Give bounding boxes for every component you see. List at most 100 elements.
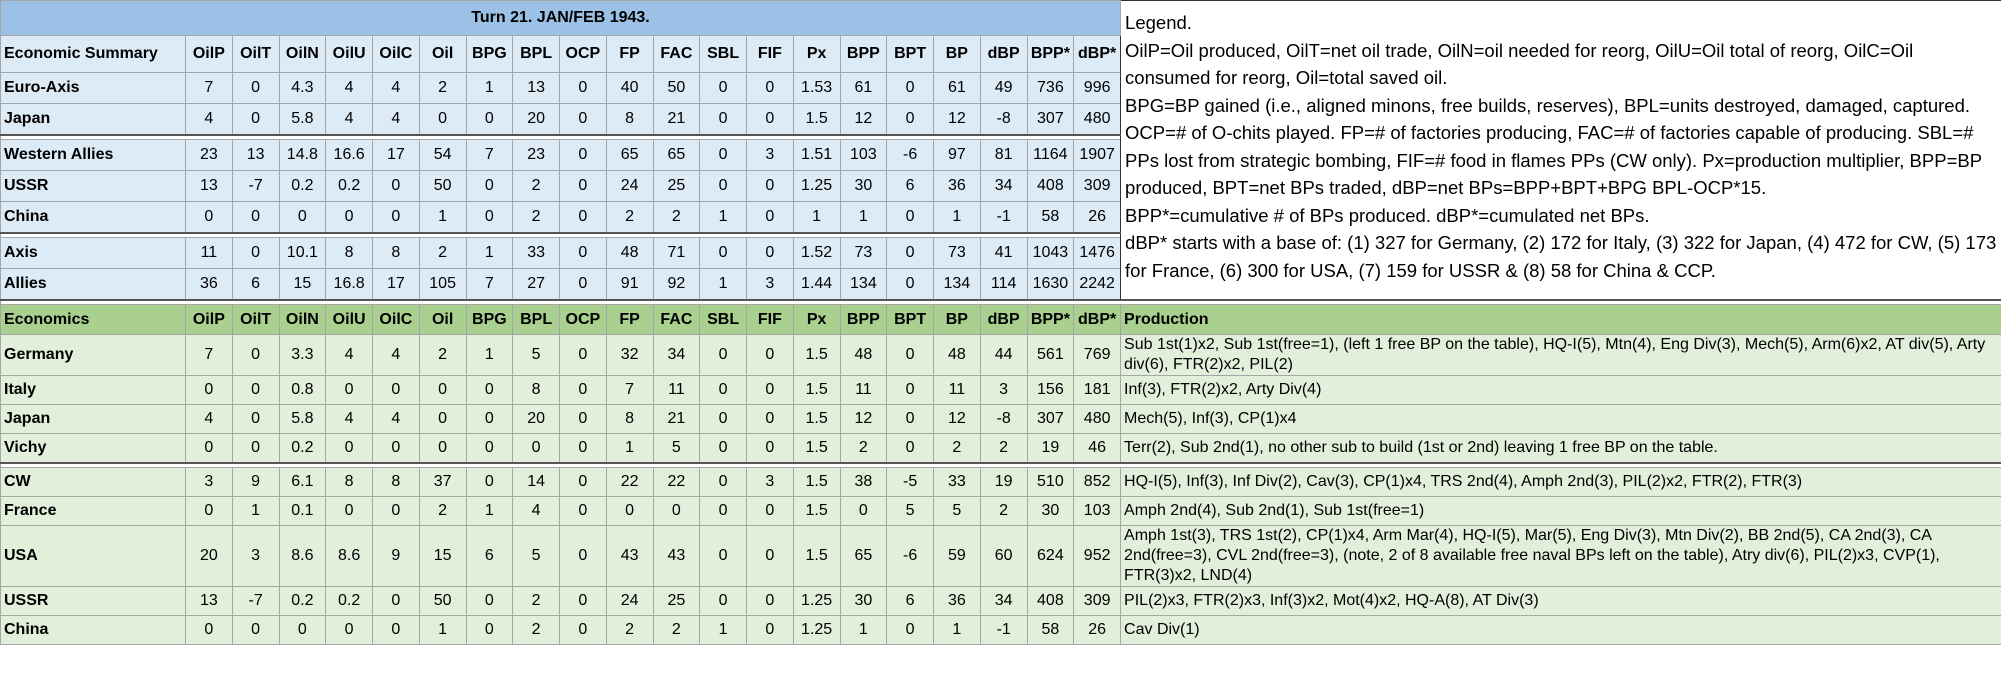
column-header: FAC (652, 304, 701, 335)
cell: 0 (699, 496, 747, 526)
production: Inf(3), FTR(2)x2, Arty Div(4) (1120, 375, 2001, 405)
cell: 58 (1026, 615, 1075, 645)
cell: 54 (418, 139, 467, 171)
row-label: Allies (0, 268, 186, 301)
summary-row: Euro-Axis 7 0 4.3 4 4 2 1 13 0 40 50 0 0 1.53 61 0 61 49 73… (0, 72, 2001, 104)
cell: -1 (979, 201, 1028, 234)
cell: 0 (559, 433, 607, 464)
cell: 0.2 (278, 170, 327, 202)
cell: 13 (512, 72, 560, 104)
cell: 0 (372, 170, 420, 202)
cell: 8 (512, 375, 560, 405)
cell: 14.8 (278, 139, 327, 171)
cell: 1 (839, 201, 888, 234)
cell: 20 (185, 525, 233, 587)
column-header: FP (605, 35, 654, 73)
cell: 1 (465, 334, 514, 376)
cell: 1164 (1026, 139, 1075, 171)
production: Amph 1st(3), TRS 1st(2), CP(1)x4, Arm Ma… (1120, 525, 2001, 587)
row-label: Western Allies (0, 139, 186, 171)
cell: 1.52 (792, 237, 841, 269)
cell: 1907 (1073, 139, 1122, 171)
cell: 114 (979, 268, 1028, 301)
cell: 0 (231, 334, 280, 376)
cell: 103 (1073, 496, 1122, 526)
cell: 0 (559, 496, 607, 526)
legend: Legend. OilP=Oil produced, OilT=net oil t… (1120, 0, 2001, 301)
cell: 17 (372, 268, 420, 301)
cell: 0 (746, 525, 794, 587)
cell: 22 (605, 467, 654, 497)
cell: 4 (325, 72, 373, 104)
column-header: OCP (559, 35, 607, 73)
cell: 0 (465, 103, 514, 136)
column-header: BPP (839, 35, 888, 73)
cell: 0 (559, 170, 607, 202)
column-header: dBP (979, 35, 1028, 73)
row-label: Japan (0, 404, 186, 434)
cell: 307 (1026, 404, 1075, 434)
title-row: Turn 21. JAN/FEB 1943. Legend. OilP=Oil pr… (0, 0, 2001, 301)
cell: 12 (933, 404, 981, 434)
cell: 0 (652, 496, 701, 526)
row-label: Italy (0, 375, 186, 405)
cell: 1 (839, 615, 888, 645)
cell: 0 (699, 237, 747, 269)
cell: 12 (933, 103, 981, 136)
economics-header: Economics OilP OilT OilN OilU OilC Oil BPG BPL OC… (0, 304, 2001, 335)
cell: 3 (746, 467, 794, 497)
cell: -1 (979, 615, 1028, 645)
column-header: OilU (325, 304, 373, 335)
cell: 0 (325, 615, 373, 645)
cell: 1.5 (792, 334, 841, 376)
column-header: BPG (465, 35, 514, 73)
cell: 1 (465, 72, 514, 104)
cell: 71 (652, 237, 701, 269)
cell: 952 (1073, 525, 1122, 587)
cell: 22 (652, 467, 701, 497)
cell: 0 (465, 433, 514, 464)
cell: 16.6 (325, 139, 373, 171)
production: Mech(5), Inf(3), CP(1)x4 (1120, 404, 2001, 434)
cell: 1.5 (792, 467, 841, 497)
cell: 1.44 (792, 268, 841, 301)
legend-line: BPG=BP gained (i.e., aligned minons, fre… (1125, 94, 1971, 116)
cell: 1 (465, 496, 514, 526)
cell: 996 (1073, 72, 1122, 104)
production: HQ-I(5), Inf(3), Inf Div(2), Cav(3), CP(… (1120, 467, 2001, 497)
cell: 7 (465, 139, 514, 171)
cell: 3 (231, 525, 280, 587)
cell: 624 (1026, 525, 1075, 587)
cell: 0 (699, 467, 747, 497)
cell: 8 (325, 467, 373, 497)
sheet-title: Turn 21. JAN/FEB 1943. (0, 0, 1122, 36)
cell: 0 (372, 375, 420, 405)
cell: 34 (979, 170, 1028, 202)
column-header: BPT (886, 304, 934, 335)
cell: 3 (746, 139, 794, 171)
cell: 0 (699, 404, 747, 434)
column-header: dBP (979, 304, 1028, 335)
cell: 15 (418, 525, 467, 587)
legend-line: dBP* starts with a base of: (1) 327 for … (1125, 232, 1997, 281)
cell: 0 (231, 404, 280, 434)
row-label: China (0, 615, 186, 645)
cell: 0.2 (278, 586, 327, 616)
production: PIL(2)x3, FTR(2)x3, Inf(3)x2, Mot(4)x2, … (1120, 586, 2001, 616)
row-label: Axis (0, 237, 186, 269)
cell: 9 (372, 525, 420, 587)
cell: 40 (605, 72, 654, 104)
cell: 0 (231, 615, 280, 645)
cell: 2 (512, 201, 560, 234)
cell: 0 (559, 334, 607, 376)
cell: 0 (231, 375, 280, 405)
summary-row: Axis 11 0 10.1 8 8 2 1 33 0 48 71 0 0 1.52 73 0 73 41 1043 1… (0, 237, 2001, 269)
cell: 4 (372, 103, 420, 136)
cell: 0 (231, 201, 280, 234)
cell: 1476 (1073, 237, 1122, 269)
cell: 0 (559, 404, 607, 434)
cell: 0 (886, 404, 934, 434)
cell: -8 (979, 404, 1028, 434)
cell: 44 (979, 334, 1028, 376)
cell: 0 (231, 72, 280, 104)
